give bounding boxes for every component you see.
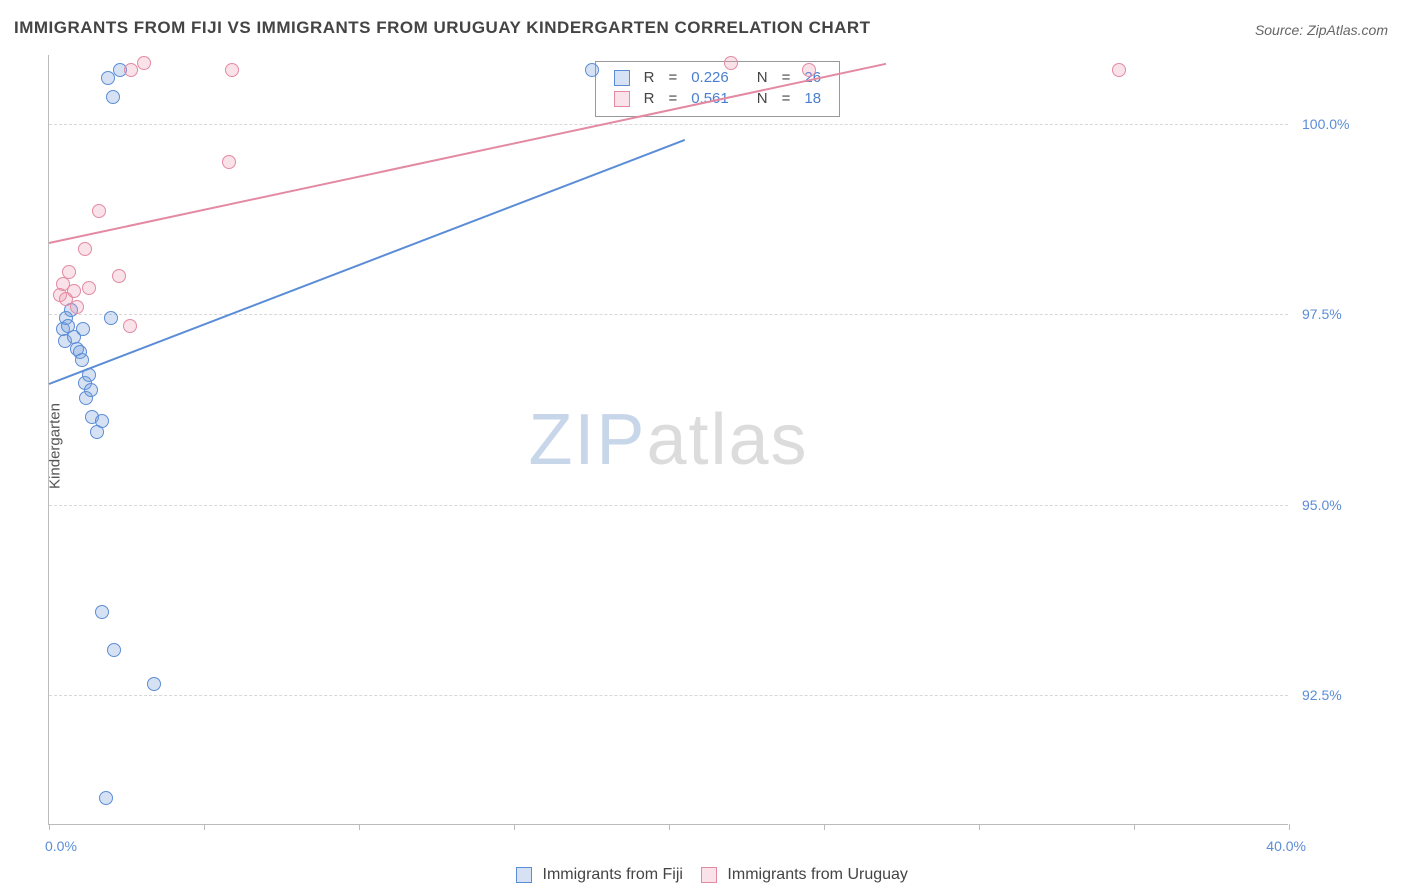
y-tick-label: 100.0% bbox=[1302, 116, 1349, 132]
x-max-label: 40.0% bbox=[1266, 838, 1306, 854]
data-point bbox=[585, 63, 599, 77]
data-point bbox=[222, 155, 236, 169]
gridline-y bbox=[49, 695, 1288, 696]
legend-swatch bbox=[614, 91, 630, 107]
legend-swatch bbox=[516, 867, 532, 883]
y-tick-label: 97.5% bbox=[1302, 306, 1342, 322]
legend-eq: = bbox=[776, 89, 797, 108]
legend-n-value: 18 bbox=[798, 89, 827, 108]
x-tick bbox=[979, 824, 980, 830]
watermark-part2: atlas bbox=[646, 400, 808, 480]
data-point bbox=[147, 677, 161, 691]
x-tick bbox=[1289, 824, 1290, 830]
data-point bbox=[225, 63, 239, 77]
watermark: ZIPatlas bbox=[528, 399, 808, 481]
legend-item: Immigrants from Uruguay bbox=[683, 866, 908, 883]
y-tick-label: 95.0% bbox=[1302, 497, 1342, 513]
legend-n-label: N bbox=[751, 68, 774, 87]
legend-eq: = bbox=[662, 68, 683, 87]
y-tick-label: 92.5% bbox=[1302, 687, 1342, 703]
data-point bbox=[95, 605, 109, 619]
correlation-table: R=0.226N=26R=0.561N=18 bbox=[606, 66, 829, 110]
x-tick bbox=[1134, 824, 1135, 830]
data-point bbox=[724, 56, 738, 70]
watermark-part1: ZIP bbox=[528, 400, 646, 480]
data-point bbox=[112, 269, 126, 283]
chart-title: IMMIGRANTS FROM FIJI VS IMMIGRANTS FROM … bbox=[14, 18, 871, 38]
x-tick bbox=[204, 824, 205, 830]
data-point bbox=[99, 791, 113, 805]
data-point bbox=[78, 242, 92, 256]
data-point bbox=[104, 311, 118, 325]
data-point bbox=[75, 353, 89, 367]
data-point bbox=[92, 204, 106, 218]
data-point bbox=[106, 90, 120, 104]
data-point bbox=[802, 63, 816, 77]
legend-swatch bbox=[614, 70, 630, 86]
x-tick bbox=[669, 824, 670, 830]
data-point bbox=[67, 284, 81, 298]
data-point bbox=[82, 281, 96, 295]
legend-item: Immigrants from Fiji bbox=[498, 866, 683, 883]
legend-eq: = bbox=[662, 89, 683, 108]
gridline-y bbox=[49, 505, 1288, 506]
x-tick bbox=[514, 824, 515, 830]
legend-r-label: R bbox=[638, 89, 661, 108]
data-point bbox=[101, 71, 115, 85]
x-min-label: 0.0% bbox=[45, 838, 77, 854]
data-point bbox=[84, 383, 98, 397]
x-tick bbox=[359, 824, 360, 830]
data-point bbox=[124, 63, 138, 77]
data-point bbox=[70, 300, 84, 314]
gridline-y bbox=[49, 314, 1288, 315]
chart-container: IMMIGRANTS FROM FIJI VS IMMIGRANTS FROM … bbox=[0, 0, 1406, 892]
series-legend: Immigrants from Fiji Immigrants from Uru… bbox=[0, 866, 1406, 884]
legend-r-value: 0.226 bbox=[685, 68, 735, 87]
data-point bbox=[62, 265, 76, 279]
data-point bbox=[137, 56, 151, 70]
legend-series-name: Immigrants from Uruguay bbox=[727, 866, 908, 883]
trend-line bbox=[49, 63, 886, 244]
plot-area: ZIPatlas R=0.226N=26R=0.561N=18 0.0%40.0… bbox=[48, 55, 1288, 825]
source-label: Source: ZipAtlas.com bbox=[1255, 22, 1388, 38]
x-tick bbox=[824, 824, 825, 830]
data-point bbox=[123, 319, 137, 333]
x-tick bbox=[49, 824, 50, 830]
gridline-y bbox=[49, 124, 1288, 125]
data-point bbox=[107, 643, 121, 657]
data-point bbox=[76, 322, 90, 336]
legend-series-name: Immigrants from Fiji bbox=[543, 866, 683, 883]
data-point bbox=[95, 414, 109, 428]
legend-swatch bbox=[701, 867, 717, 883]
data-point bbox=[1112, 63, 1126, 77]
legend-r-label: R bbox=[638, 68, 661, 87]
